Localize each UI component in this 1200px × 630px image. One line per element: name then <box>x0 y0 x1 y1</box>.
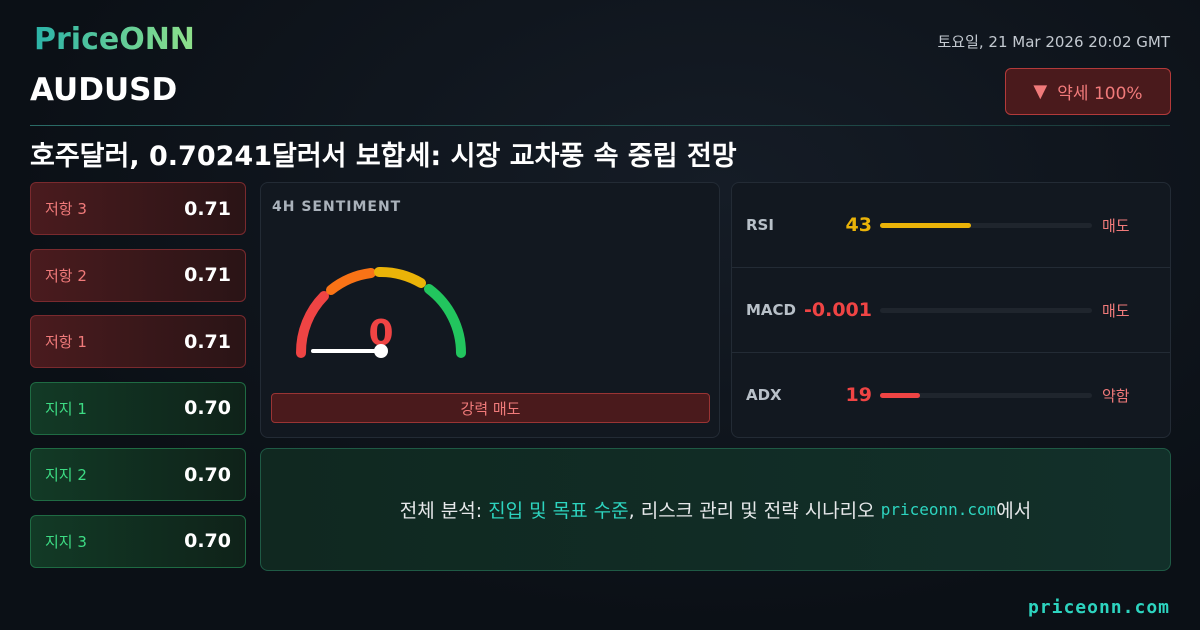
indicator-signal: 매도 <box>1102 301 1130 320</box>
indicator-track <box>880 308 1092 313</box>
level-box: 저항 1 0.71 <box>30 315 246 368</box>
cta-lead: 전체 분석: <box>399 500 489 522</box>
indicator-row: RSI 43 매도 <box>732 183 1170 268</box>
gauge-seg <box>374 267 426 288</box>
cta-site: priceonn.com <box>880 500 997 519</box>
level-label: 지지 2 <box>45 466 87 484</box>
datetime: 토요일, 21 Mar 2026 20:02 GMT <box>937 33 1170 51</box>
cta-middle: , 리스크 관리 및 전략 시나리오 <box>628 500 881 522</box>
badge-text: 약세 100% <box>1057 84 1143 104</box>
indicator-row: MACD -0.001 매도 <box>732 268 1170 353</box>
symbol: AUDUSD <box>30 72 178 108</box>
indicator-value: 43 <box>845 214 872 236</box>
gauge-seg <box>295 291 329 358</box>
indicator-track <box>880 223 1092 228</box>
indicator-name: MACD <box>746 301 796 319</box>
indicator-row: ADX 19 약함 <box>732 353 1170 437</box>
cta: 전체 분석: 진입 및 목표 수준, 리스크 관리 및 전략 시나리오 pric… <box>260 448 1171 571</box>
indicator-signal: 약함 <box>1102 386 1130 405</box>
level-label: 저항 1 <box>45 333 87 351</box>
sentiment-panel: 4H SENTIMENT 0 강력 매도 <box>260 182 720 438</box>
level-box: 지지 2 0.70 <box>30 448 246 501</box>
indicator-name: ADX <box>746 386 782 404</box>
footer-site: priceonn.com <box>1027 597 1170 618</box>
badge: ▼ 약세 100% <box>1005 68 1171 115</box>
level-box: 저항 2 0.71 <box>30 248 246 302</box>
level-value: 0.71 <box>184 330 231 353</box>
level-value: 0.70 <box>184 397 231 419</box>
level-label: 저항 3 <box>45 200 87 218</box>
gauge-seg <box>424 284 466 358</box>
logo: PriceONN <box>34 22 195 57</box>
headline: 호주달러, 0.70241달러서 보합세: 시장 교차풍 속 중립 전망 <box>30 141 737 172</box>
indicator-name: RSI <box>746 216 774 234</box>
indicator-bar <box>880 393 921 398</box>
indicator-value: 19 <box>845 384 872 406</box>
level-box: 지지 3 0.70 <box>30 514 246 568</box>
indicator-track <box>880 393 1092 398</box>
gauge-seg <box>326 268 376 295</box>
gauge: 0 <box>295 267 466 358</box>
level-label: 지지 3 <box>45 532 87 551</box>
level-value: 0.70 <box>184 530 231 552</box>
indicator-bar <box>880 223 972 228</box>
level-value: 0.71 <box>184 264 231 286</box>
level-box: 저항 3 0.71 <box>30 182 246 235</box>
level-label: 저항 2 <box>45 266 87 285</box>
indicator-signal: 매도 <box>1102 216 1130 235</box>
sentiment-title: 4H SENTIMENT <box>272 199 402 215</box>
indicators-panel: RSI 43 매도 MACD -0.001 매도 ADX 19 약함 <box>731 182 1171 438</box>
level-value: 0.70 <box>184 463 231 486</box>
cta-highlight: 진입 및 목표 수준 <box>488 500 629 522</box>
cta-tail: 에서 <box>996 500 1032 522</box>
indicator-value: -0.001 <box>804 299 872 321</box>
verdict: 강력 매도 <box>271 393 710 423</box>
divider <box>30 125 1170 126</box>
level-box: 지지 1 0.70 <box>30 381 246 435</box>
gauge-hub <box>374 344 388 358</box>
level-value: 0.71 <box>184 197 231 220</box>
level-label: 지지 1 <box>45 399 87 418</box>
